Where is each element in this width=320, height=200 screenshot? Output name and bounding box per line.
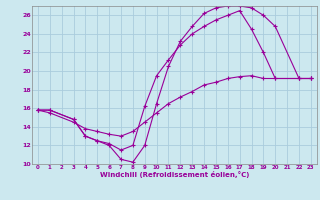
- X-axis label: Windchill (Refroidissement éolien,°C): Windchill (Refroidissement éolien,°C): [100, 171, 249, 178]
